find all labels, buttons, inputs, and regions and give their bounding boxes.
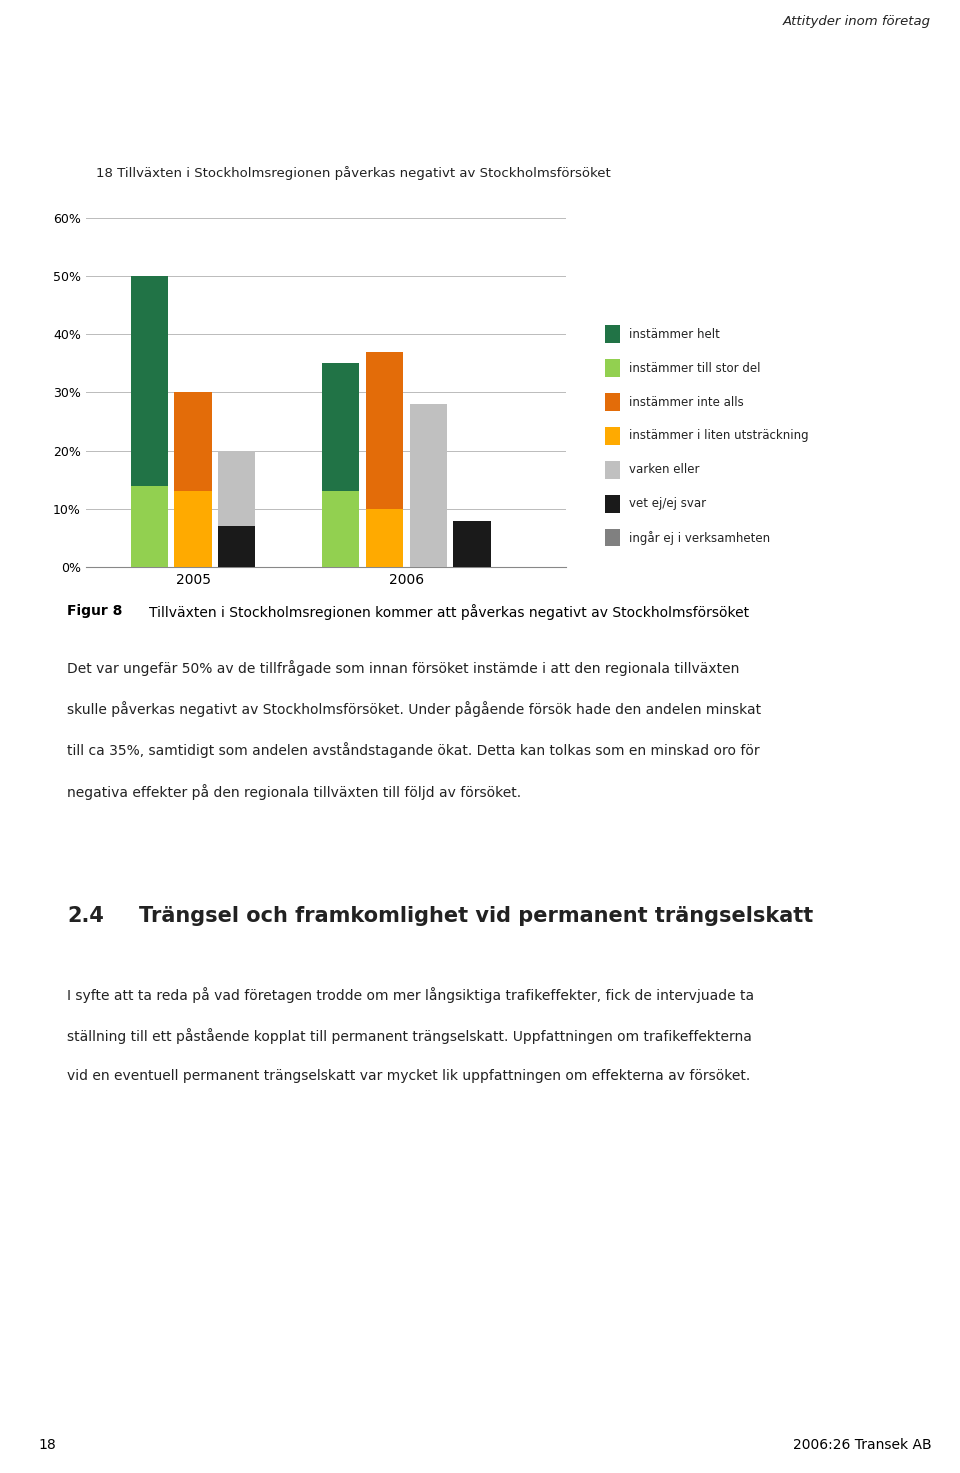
Text: skulle påverkas negativt av Stockholmsförsöket. Under pågående försök hade den a: skulle påverkas negativt av Stockholmsfö… <box>67 701 761 717</box>
Text: Trängsel och framkomlighet vid permanent trängselskatt: Trängsel och framkomlighet vid permanent… <box>139 906 813 927</box>
Text: varken eller: varken eller <box>629 464 699 476</box>
Text: 18: 18 <box>38 1438 56 1452</box>
Bar <box>175 392 212 492</box>
Bar <box>218 451 255 526</box>
Bar <box>131 486 168 567</box>
Text: negativa effekter på den regionala tillväxten till följd av försöket.: negativa effekter på den regionala tillv… <box>67 784 521 800</box>
Bar <box>410 404 447 567</box>
Text: ingår ej i verksamheten: ingår ej i verksamheten <box>629 530 770 545</box>
Text: till ca 35%, samtidigt som andelen avståndstagande ökat. Detta kan tolkas som en: till ca 35%, samtidigt som andelen avstå… <box>67 742 759 759</box>
Bar <box>366 352 403 508</box>
Text: Det var ungefär 50% av de tillfrågade som innan försöket instämde i att den regi: Det var ungefär 50% av de tillfrågade so… <box>67 660 739 676</box>
Text: Tillväxten i Stockholmsregionen kommer att påverkas negativt av Stockholmsförsök: Tillväxten i Stockholmsregionen kommer a… <box>149 604 749 620</box>
Bar <box>323 364 359 492</box>
Text: Figur 8: Figur 8 <box>67 604 123 619</box>
Bar <box>453 520 491 567</box>
Text: vet ej/ej svar: vet ej/ej svar <box>629 498 706 510</box>
Bar <box>131 275 168 486</box>
Text: vid en eventuell permanent trängselskatt var mycket lik uppfattningen om effekte: vid en eventuell permanent trängselskatt… <box>67 1069 751 1084</box>
Text: instämmer i liten utsträckning: instämmer i liten utsträckning <box>629 430 808 442</box>
Bar <box>218 526 255 567</box>
Text: 2.4: 2.4 <box>67 906 104 927</box>
Text: ställning till ett påstående kopplat till permanent trängselskatt. Uppfattningen: ställning till ett påstående kopplat til… <box>67 1028 752 1044</box>
Text: instämmer till stor del: instämmer till stor del <box>629 362 760 374</box>
Text: I syfte att ta reda på vad företagen trodde om mer långsiktiga trafikeffekter, f: I syfte att ta reda på vad företagen tro… <box>67 987 755 1003</box>
Bar <box>175 492 212 567</box>
Text: instämmer inte alls: instämmer inte alls <box>629 396 744 408</box>
Text: 2006:26 Transek AB: 2006:26 Transek AB <box>793 1438 931 1452</box>
Bar <box>366 508 403 567</box>
Bar <box>323 492 359 567</box>
Text: Attityder inom företag: Attityder inom företag <box>783 15 931 28</box>
Text: 18 Tillväxten i Stockholmsregionen påverkas negativt av Stockholmsförsöket: 18 Tillväxten i Stockholmsregionen påver… <box>96 166 611 180</box>
Text: instämmer helt: instämmer helt <box>629 328 720 340</box>
